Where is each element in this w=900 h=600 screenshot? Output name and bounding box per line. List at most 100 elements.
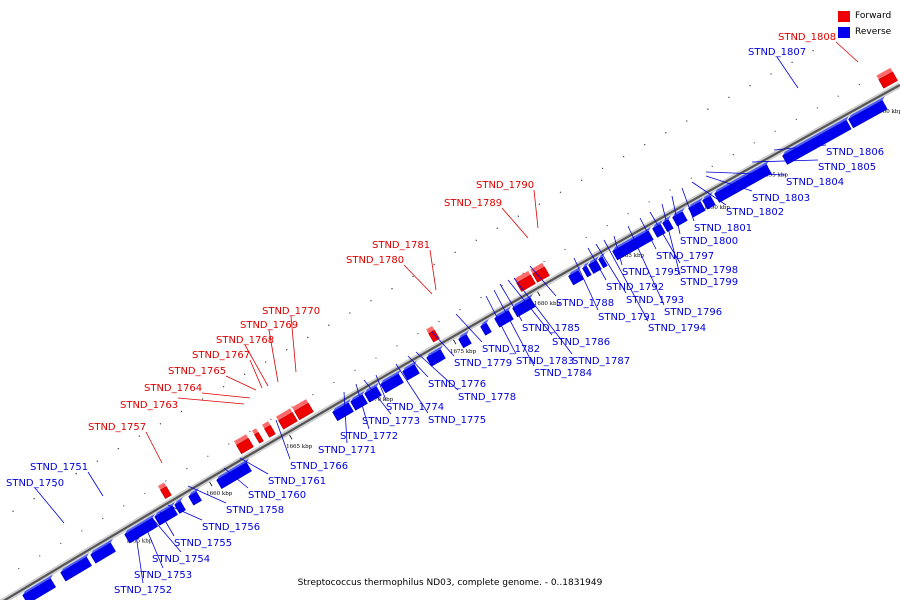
- gene-label-stnd-1754[interactable]: STND_1754: [152, 554, 210, 565]
- gene-label-stnd-1774[interactable]: STND_1774: [386, 402, 444, 413]
- gene-label-stnd-1803[interactable]: STND_1803: [752, 193, 810, 204]
- reverse-gene-box[interactable]: [782, 119, 852, 165]
- gene-label-stnd-1794[interactable]: STND_1794: [648, 323, 706, 334]
- forward-gene-box[interactable]: [236, 437, 254, 455]
- reverse-gene-box[interactable]: [238, 462, 252, 477]
- reverse-gene-box[interactable]: [162, 505, 178, 521]
- gene-label-stnd-1786[interactable]: STND_1786: [552, 337, 610, 348]
- gene-label-stnd-1799[interactable]: STND_1799: [680, 277, 738, 288]
- gene-label-stnd-1796[interactable]: STND_1796: [664, 307, 722, 318]
- reverse-gene-box[interactable]: [332, 402, 354, 422]
- leader-line: [244, 344, 269, 387]
- gene-label-stnd-1770[interactable]: STND_1770: [262, 306, 320, 317]
- gene-label-stnd-1763[interactable]: STND_1763: [120, 400, 178, 411]
- gene-label-stnd-1800[interactable]: STND_1800: [680, 236, 738, 247]
- gene-label-stnd-1775[interactable]: STND_1775: [428, 415, 486, 426]
- legend-item-reverse: Reverse: [838, 24, 891, 40]
- gene-label-stnd-1790[interactable]: STND_1790: [476, 180, 534, 191]
- forward-gene-box[interactable]: [160, 486, 172, 499]
- forward-gene-box[interactable]: [264, 424, 276, 438]
- forward-gene-box[interactable]: [428, 329, 440, 343]
- tick-label: 1680 kbp: [534, 301, 561, 307]
- reverse-gene-box[interactable]: [848, 100, 888, 129]
- reverse-gene-top: [592, 256, 599, 263]
- guide-dot-outer: [180, 410, 183, 413]
- gene-label-stnd-1771[interactable]: STND_1771: [318, 445, 376, 456]
- forward-gene-box[interactable]: [294, 402, 314, 421]
- gene-label-stnd-1769[interactable]: STND_1769: [240, 320, 298, 331]
- reverse-gene-box[interactable]: [60, 556, 93, 582]
- gene-label-stnd-1750[interactable]: STND_1750: [6, 478, 64, 489]
- reverse-gene-top: [688, 197, 703, 209]
- forward-gene-box[interactable]: [532, 266, 550, 283]
- reverse-gene-box[interactable]: [174, 500, 186, 514]
- gene-label-stnd-1767[interactable]: STND_1767: [192, 350, 250, 361]
- gene-label-stnd-1802[interactable]: STND_1802: [726, 207, 784, 218]
- forward-gene-box[interactable]: [878, 71, 898, 89]
- gene-label-stnd-1798[interactable]: STND_1798: [680, 265, 738, 276]
- gene-label-stnd-1776[interactable]: STND_1776: [428, 379, 486, 390]
- reverse-gene-box[interactable]: [402, 364, 420, 381]
- reverse-gene-box[interactable]: [702, 195, 716, 210]
- gene-label-stnd-1789[interactable]: STND_1789: [444, 198, 502, 209]
- guide-dot-inner: [60, 542, 62, 544]
- gene-label-stnd-1752[interactable]: STND_1752: [114, 585, 172, 596]
- gene-label-stnd-1778[interactable]: STND_1778: [458, 392, 516, 403]
- reverse-gene-top: [598, 252, 605, 260]
- gene-label-stnd-1792[interactable]: STND_1792: [606, 282, 664, 293]
- reverse-gene-box[interactable]: [582, 265, 592, 278]
- forward-gene-box[interactable]: [254, 431, 264, 444]
- gene-label-stnd-1797[interactable]: STND_1797: [656, 251, 714, 262]
- reverse-gene-box[interactable]: [432, 349, 446, 364]
- gene-label-stnd-1773[interactable]: STND_1773: [362, 416, 420, 427]
- leader-line: [363, 379, 392, 415]
- gene-label-stnd-1783[interactable]: STND_1783: [516, 356, 574, 367]
- gene-label-stnd-1755[interactable]: STND_1755: [174, 538, 232, 549]
- reverse-gene-box[interactable]: [22, 578, 57, 600]
- gene-label-stnd-1761[interactable]: STND_1761: [268, 476, 326, 487]
- gene-label-stnd-1757[interactable]: STND_1757: [88, 422, 146, 433]
- gene-label-stnd-1801[interactable]: STND_1801: [694, 223, 752, 234]
- gene-label-stnd-1753[interactable]: STND_1753: [134, 570, 192, 581]
- reverse-gene-box[interactable]: [90, 542, 117, 564]
- gene-label-stnd-1788[interactable]: STND_1788: [556, 298, 614, 309]
- gene-label-stnd-1793[interactable]: STND_1793: [626, 295, 684, 306]
- reverse-gene-box[interactable]: [350, 394, 368, 411]
- gene-label-stnd-1765[interactable]: STND_1765: [168, 366, 226, 377]
- gene-label-stnd-1787[interactable]: STND_1787: [572, 356, 630, 367]
- gene-label-stnd-1795[interactable]: STND_1795: [622, 267, 680, 278]
- gene-label-stnd-1785[interactable]: STND_1785: [522, 323, 580, 334]
- gene-label-stnd-1764[interactable]: STND_1764: [144, 383, 202, 394]
- reverse-gene-box[interactable]: [188, 491, 202, 506]
- gene-label-stnd-1808[interactable]: STND_1808: [778, 32, 836, 43]
- gene-label-stnd-1791[interactable]: STND_1791: [598, 312, 656, 323]
- forward-gene-box[interactable]: [278, 412, 298, 430]
- gene-label-stnd-1751[interactable]: STND_1751: [30, 462, 88, 473]
- gene-label-stnd-1768[interactable]: STND_1768: [216, 335, 274, 346]
- reverse-gene-box[interactable]: [364, 386, 382, 403]
- gene-label-stnd-1779[interactable]: STND_1779: [454, 358, 512, 369]
- gene-label-stnd-1772[interactable]: STND_1772: [340, 431, 398, 442]
- gene-label-stnd-1784[interactable]: STND_1784: [534, 368, 592, 379]
- reverse-gene-box[interactable]: [598, 256, 608, 269]
- gene-label-stnd-1805[interactable]: STND_1805: [818, 162, 876, 173]
- gene-label-stnd-1756[interactable]: STND_1756: [202, 522, 260, 533]
- leader-line: [773, 144, 827, 151]
- reverse-gene-box[interactable]: [480, 322, 492, 336]
- gene-label-stnd-1781[interactable]: STND_1781: [372, 240, 430, 251]
- reverse-gene-top: [402, 360, 417, 372]
- gene-label-stnd-1766[interactable]: STND_1766: [290, 461, 348, 472]
- gene-label-stnd-1758[interactable]: STND_1758: [226, 505, 284, 516]
- gene-label-stnd-1804[interactable]: STND_1804: [786, 177, 844, 188]
- reverse-gene-box[interactable]: [630, 230, 654, 251]
- reverse-gene-box[interactable]: [494, 310, 514, 328]
- gene-label-stnd-1760[interactable]: STND_1760: [248, 490, 306, 501]
- reverse-gene-box[interactable]: [380, 373, 404, 394]
- gene-label-stnd-1806[interactable]: STND_1806: [826, 147, 884, 158]
- reverse-gene-box[interactable]: [458, 334, 472, 349]
- guide-dot-outer: [307, 336, 309, 339]
- gene-label-stnd-1780[interactable]: STND_1780: [346, 255, 404, 266]
- reverse-gene-box[interactable]: [146, 517, 158, 531]
- gene-label-stnd-1782[interactable]: STND_1782: [482, 344, 540, 355]
- gene-label-stnd-1807[interactable]: STND_1807: [748, 47, 806, 58]
